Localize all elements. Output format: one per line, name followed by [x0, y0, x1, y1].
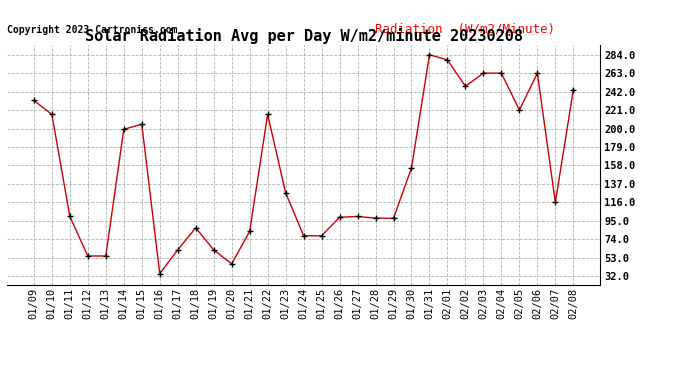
Text: Copyright 2023 Cartronics.com: Copyright 2023 Cartronics.com [7, 26, 177, 35]
Title: Solar Radiation Avg per Day W/m2/minute 20230208: Solar Radiation Avg per Day W/m2/minute … [85, 28, 522, 44]
Text: Radiation  (W/m2/Minute): Radiation (W/m2/Minute) [375, 22, 555, 35]
